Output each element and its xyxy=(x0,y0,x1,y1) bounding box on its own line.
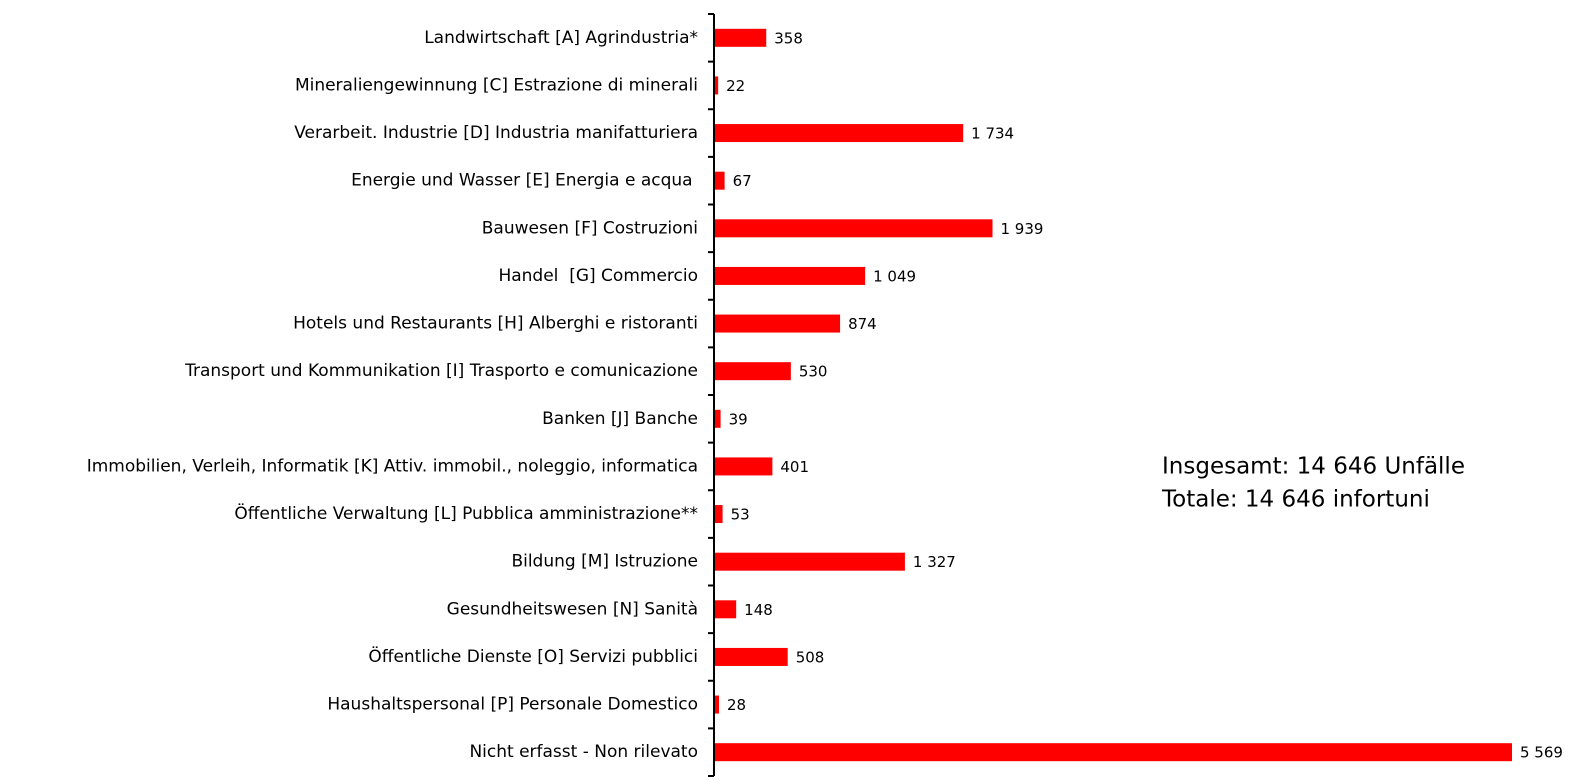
category-label: Bildung [M] Istruzione xyxy=(511,552,698,572)
category-label: Immobilien, Verleih, Informatik [K] Atti… xyxy=(87,456,698,476)
value-label: 5 569 xyxy=(1520,744,1563,762)
bar xyxy=(715,647,788,666)
bar xyxy=(715,266,866,285)
value-label: 358 xyxy=(774,29,803,47)
value-label: 148 xyxy=(744,601,773,619)
category-label: Mineraliengewinnung [C] Estrazione di mi… xyxy=(295,75,698,95)
bar xyxy=(715,695,720,714)
bar xyxy=(715,171,725,190)
value-label: 28 xyxy=(727,696,746,714)
category-label: Banken [J] Banche xyxy=(542,409,698,429)
category-label: Transport und Kommunikation [I] Trasport… xyxy=(184,361,698,381)
category-label: Hotels und Restaurants [H] Alberghi e ri… xyxy=(293,314,698,334)
bar xyxy=(715,362,791,381)
category-label: Bauwesen [F] Costruzioni xyxy=(482,218,698,238)
value-label: 53 xyxy=(731,506,750,524)
value-label: 67 xyxy=(733,172,752,190)
value-label: 39 xyxy=(729,410,748,428)
value-label: 508 xyxy=(796,648,825,666)
bar xyxy=(715,457,773,476)
bar xyxy=(715,600,737,619)
category-label: Landwirtschaft [A] Agrindustria* xyxy=(424,28,698,48)
category-label: Energie und Wasser [E] Energia e acqua xyxy=(351,171,698,191)
bar xyxy=(715,314,841,333)
bar xyxy=(715,124,964,143)
value-label: 1 734 xyxy=(971,125,1014,143)
value-label: 1 049 xyxy=(873,267,916,285)
category-label: Öffentliche Verwaltung [L] Pubblica ammi… xyxy=(234,502,698,524)
value-label: 1 327 xyxy=(913,553,956,571)
category-label: Öffentliche Dienste [O] Servizi pubblici xyxy=(368,645,698,667)
bar xyxy=(715,76,719,95)
category-label: Haushaltspersonal [P] Personale Domestic… xyxy=(327,695,698,715)
bar xyxy=(715,743,1512,762)
bar xyxy=(715,505,723,524)
value-label: 874 xyxy=(848,315,877,333)
bar xyxy=(715,409,721,428)
category-label: Verarbeit. Industrie [D] Industria manif… xyxy=(294,123,698,143)
bar xyxy=(715,552,905,571)
bar xyxy=(715,219,993,238)
bar xyxy=(715,28,767,47)
value-label: 22 xyxy=(726,77,745,95)
category-label: Handel [G] Commercio xyxy=(498,266,698,286)
value-label: 1 939 xyxy=(1000,220,1043,238)
category-label: Nicht erfasst - Non rilevato xyxy=(469,742,698,762)
annotation: Insgesamt: 14 646 Unfälle xyxy=(1162,454,1465,480)
annotation: Totale: 14 646 infortuni xyxy=(1161,487,1430,513)
value-label: 401 xyxy=(780,458,809,476)
value-label: 530 xyxy=(799,363,828,381)
category-label: Gesundheitswesen [N] Sanità xyxy=(447,599,698,619)
